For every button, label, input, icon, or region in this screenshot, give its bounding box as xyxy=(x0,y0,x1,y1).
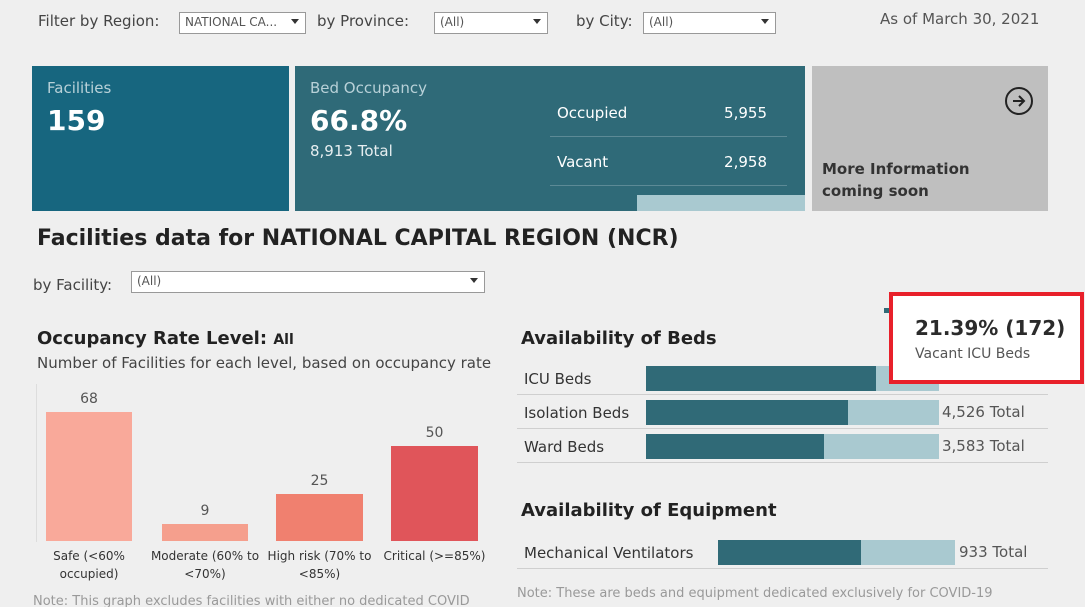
beds-availability-title: Availability of Beds xyxy=(521,328,717,349)
facilities-label: Facilities xyxy=(47,79,112,97)
more-info-line1: More Information xyxy=(822,160,970,178)
facilities-count: 159 xyxy=(47,104,106,137)
bed-total: 4,526 Total xyxy=(942,403,1025,421)
bed-bar-occupied xyxy=(646,400,849,425)
bed-bar-occupied xyxy=(646,366,877,391)
chart-axis xyxy=(36,384,37,542)
more-info-tile[interactable]: More Information coming soon xyxy=(812,66,1048,211)
bed-bar[interactable] xyxy=(646,400,939,425)
province-filter-select[interactable]: (All) xyxy=(434,12,548,34)
bed-occupancy-value: 66.8% xyxy=(310,104,408,137)
occupancy-title-suffix: All xyxy=(273,332,294,348)
bed-label: Isolation Beds xyxy=(524,404,630,422)
bed-bar-occupied xyxy=(646,434,824,459)
more-info-line2: coming soon xyxy=(822,182,929,200)
bed-occupancy-tile: Bed Occupancy 66.8% 8,913 Total Occupied… xyxy=(295,66,805,211)
as-of-date: As of March 30, 2021 xyxy=(880,10,1040,28)
region-filter-select[interactable]: NATIONAL CA... xyxy=(179,12,306,34)
bar-2[interactable] xyxy=(276,494,363,541)
vacant-row: Vacant 2,958 xyxy=(550,137,787,186)
bar-0[interactable] xyxy=(46,412,132,541)
province-filter-value: (All) xyxy=(440,15,465,29)
bar-category-label: Moderate (60% to <70%) xyxy=(150,549,260,581)
chevron-down-icon xyxy=(291,19,299,24)
bed-row[interactable]: Ward Beds 3,583 Total xyxy=(517,429,1048,463)
occupancy-subtitle: Number of Facilities for each level, bas… xyxy=(37,354,492,372)
occupancy-chart: 68 Safe (<60% occupied) 9 Moderate (60% to <7… xyxy=(33,380,493,590)
city-filter-value: (All) xyxy=(649,15,674,29)
bar-category-label: Critical (>=85%) xyxy=(383,549,486,563)
icu-beds-tooltip: 21.39% (172) Vacant ICU Beds xyxy=(889,292,1084,384)
availability-note: Note: These are beds and equipment dedic… xyxy=(517,586,993,601)
bar-value-label: 50 xyxy=(425,425,444,441)
occupied-value: 5,955 xyxy=(724,104,767,122)
occupancy-title: Occupancy Rate Level: All xyxy=(37,328,294,349)
bar-value-label: 9 xyxy=(200,503,210,519)
tooltip-label: Vacant ICU Beds xyxy=(915,346,1031,362)
facilities-tile: Facilities 159 xyxy=(32,66,289,211)
more-info-text: More Information coming soon xyxy=(822,158,970,202)
equipment-total: 933 Total xyxy=(959,543,1028,561)
province-filter-label: by Province: xyxy=(317,12,410,30)
bed-bar[interactable] xyxy=(646,434,939,459)
occupied-row: Occupied 5,955 xyxy=(550,88,787,137)
equipment-bar[interactable] xyxy=(718,540,955,565)
occupancy-title-text: Occupancy Rate Level: xyxy=(37,328,268,349)
equipment-label: Mechanical Ventilators xyxy=(524,544,694,562)
city-filter-label: by City: xyxy=(576,12,633,30)
legend-marker xyxy=(884,308,890,313)
bar-1[interactable] xyxy=(162,524,248,541)
facility-filter-label: by Facility: xyxy=(33,276,113,294)
equipment-bar-occupied xyxy=(718,540,862,565)
bar-category-label: High risk (70% to <85%) xyxy=(267,549,372,581)
vacant-strip xyxy=(637,195,805,211)
bed-total: 3,583 Total xyxy=(942,437,1025,455)
bed-row[interactable]: Isolation Beds 4,526 Total xyxy=(517,395,1048,429)
bar-3[interactable] xyxy=(391,446,478,541)
vacant-value: 2,958 xyxy=(724,153,767,171)
occupancy-note: Note: This graph excludes facilities wit… xyxy=(33,594,470,607)
chevron-down-icon xyxy=(533,19,541,24)
bar-value-label: 25 xyxy=(310,473,329,489)
bed-total: 8,913 Total xyxy=(310,142,393,160)
bed-label: ICU Beds xyxy=(524,370,592,388)
chevron-down-icon xyxy=(470,278,478,283)
arrow-circle-right-icon[interactable] xyxy=(1005,87,1033,115)
region-filter-label: Filter by Region: xyxy=(38,12,160,30)
equipment-availability-title: Availability of Equipment xyxy=(521,500,777,521)
vacant-label: Vacant xyxy=(557,153,609,171)
bar-value-label: 68 xyxy=(80,391,98,407)
chevron-down-icon xyxy=(761,19,769,24)
bed-label: Ward Beds xyxy=(524,438,605,456)
city-filter-select[interactable]: (All) xyxy=(643,12,776,34)
bed-occupancy-label: Bed Occupancy xyxy=(310,79,427,97)
tooltip-value: 21.39% (172) xyxy=(915,316,1066,340)
equipment-row[interactable]: Mechanical Ventilators 933 Total xyxy=(517,535,1048,569)
occupied-label: Occupied xyxy=(557,104,628,122)
bar-category-label: Safe (<60% occupied) xyxy=(53,549,125,581)
facility-filter-select[interactable]: (All) xyxy=(131,271,485,293)
facility-filter-value: (All) xyxy=(137,274,162,288)
region-filter-value: NATIONAL CA... xyxy=(185,15,278,29)
page-title: Facilities data for NATIONAL CAPITAL REG… xyxy=(37,226,679,251)
